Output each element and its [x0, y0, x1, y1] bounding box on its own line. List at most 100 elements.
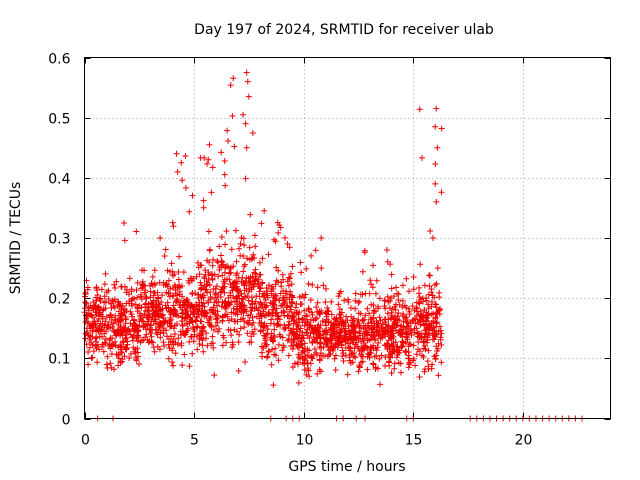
data-point: [111, 328, 118, 335]
data-point: [429, 235, 436, 241]
data-point: [342, 325, 349, 332]
data-point: [123, 286, 130, 293]
data-point: [341, 328, 348, 335]
data-point: [107, 312, 114, 319]
data-point: [297, 325, 304, 332]
data-point: [90, 348, 97, 355]
data-point: [134, 332, 141, 339]
data-point: [175, 268, 182, 275]
data-point: [401, 302, 408, 309]
data-point: [170, 362, 177, 369]
data-point: [209, 275, 216, 282]
data-point: [232, 318, 239, 325]
data-point: [102, 340, 109, 347]
data-point: [142, 325, 149, 332]
data-point: [170, 341, 177, 348]
data-point: [209, 164, 216, 171]
data-point: [374, 365, 381, 372]
data-point: [160, 318, 167, 325]
data-point: [216, 243, 223, 250]
data-point: [224, 263, 231, 270]
data-point: [270, 382, 277, 389]
data-point: [276, 221, 283, 228]
data-point: [274, 312, 281, 319]
data-point: [277, 224, 284, 231]
data-point: [434, 319, 441, 326]
data-point: [264, 353, 271, 360]
data-point: [425, 305, 432, 312]
data-point: [397, 369, 404, 376]
data-point: [352, 334, 359, 341]
data-point: [244, 319, 251, 326]
data-point: [225, 294, 232, 301]
data-point: [312, 247, 319, 254]
data-point: [260, 324, 267, 331]
data-point: [160, 330, 167, 337]
data-point: [306, 335, 313, 342]
data-point: [397, 323, 404, 330]
data-point: [186, 318, 193, 325]
data-point: [108, 319, 115, 326]
data-point: [289, 294, 296, 301]
data-point: [344, 371, 351, 378]
data-point: [93, 345, 100, 352]
data-point: [138, 267, 145, 274]
data-point: [284, 337, 291, 344]
data-point: [377, 381, 384, 388]
data-point: [85, 361, 92, 368]
data-point: [243, 285, 250, 292]
data-point: [128, 311, 135, 318]
data-point: [111, 366, 118, 373]
data-point: [90, 305, 97, 312]
data-point: [98, 286, 105, 293]
data-point: [202, 267, 209, 274]
data-point: [208, 323, 215, 330]
data-point: [371, 320, 378, 327]
data-point: [227, 289, 234, 296]
data-point: [291, 317, 298, 324]
data-point: [105, 296, 112, 303]
data-point: [173, 297, 180, 304]
data-point: [206, 259, 213, 266]
data-point: [185, 301, 192, 308]
data-point: [157, 235, 164, 241]
data-point: [392, 301, 399, 308]
data-point: [95, 305, 102, 312]
data-point: [189, 192, 196, 199]
axis-ticks: 0 0.1 0.2 0.3 0.4 0.5 0.6 0 5 10 15 20: [48, 52, 611, 449]
data-point: [279, 347, 286, 354]
data-point: [311, 336, 318, 343]
data-point: [205, 228, 212, 235]
data-point: [275, 357, 282, 364]
data-point: [415, 290, 422, 297]
data-point: [249, 130, 256, 137]
data-point: [237, 252, 244, 259]
data-point: [393, 284, 400, 291]
data-point: [237, 316, 244, 323]
data-point: [409, 302, 416, 309]
data-point: [306, 347, 313, 354]
data-point: [184, 313, 191, 320]
data-point: [405, 364, 412, 371]
data-point: [404, 320, 411, 327]
data-point: [204, 289, 211, 296]
data-point: [157, 334, 164, 341]
data-point: [247, 304, 254, 311]
y-tick-label: 0.5: [48, 112, 70, 128]
data-point: [389, 306, 396, 313]
data-point: [193, 313, 200, 320]
data-point: [376, 327, 383, 334]
data-point: [410, 355, 417, 362]
data-point: [89, 327, 96, 334]
data-point: [211, 372, 218, 379]
data-point: [102, 270, 109, 277]
data-point: [84, 286, 91, 293]
data-point: [364, 366, 371, 373]
data-point: [395, 296, 402, 303]
data-point: [193, 317, 200, 324]
data-point: [269, 346, 276, 353]
data-point: [425, 301, 432, 308]
data-point: [190, 338, 197, 345]
data-point: [182, 152, 189, 159]
data-point: [147, 294, 154, 301]
